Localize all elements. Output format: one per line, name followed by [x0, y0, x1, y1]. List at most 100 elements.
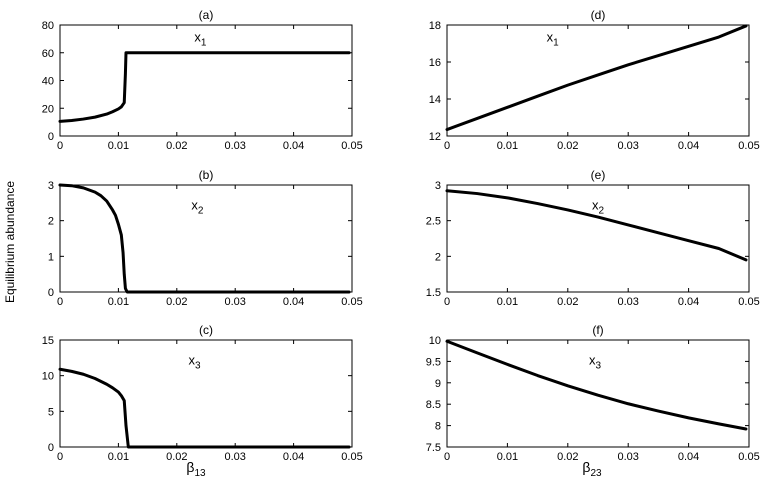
- x-tick-label: 0.05: [738, 451, 759, 463]
- x-tick-label: 0.01: [497, 451, 518, 463]
- x-tick-label: 0: [57, 451, 63, 463]
- y-tick-label: 2: [435, 251, 441, 263]
- series-annotation-sub: 3: [595, 361, 601, 372]
- x-tick-label: 0.04: [678, 451, 699, 463]
- y-tick-label: 0: [48, 442, 54, 454]
- x-tick-label: 0.04: [283, 451, 304, 463]
- y-axis-label: Equilibrium abundance: [3, 181, 17, 303]
- y-tick-label: 14: [429, 94, 441, 106]
- x-tick-label: 0.01: [108, 296, 129, 308]
- panel-title: (c): [199, 323, 213, 337]
- x-tick-label: 0: [444, 296, 450, 308]
- x-tick-label: 0.01: [497, 140, 518, 152]
- series-annotation: x2: [592, 198, 605, 217]
- plot-frame: [446, 184, 750, 293]
- y-tick-label: 18: [429, 20, 441, 32]
- x-tick-label: 0.04: [283, 296, 304, 308]
- y-tick-label: 15: [42, 335, 54, 347]
- x-axis-label-right: β23: [582, 459, 602, 479]
- y-tick-label: 3: [48, 180, 54, 192]
- y-tick-label: 9: [435, 378, 441, 390]
- x-tick-label: 0: [444, 451, 450, 463]
- panel-e: 0 0.01 0.02 0.03 0.04 0.051.522.53(e)x2: [426, 168, 760, 308]
- y-tick-label: 1.5: [426, 287, 441, 299]
- x-tick-label: 0.02: [557, 140, 578, 152]
- x-tick-label: 0.02: [166, 296, 187, 308]
- y-tick-label: 0: [48, 287, 54, 299]
- x-tick-label: 0.02: [557, 451, 578, 463]
- series-line: [58, 183, 351, 294]
- y-tick-label: 1: [48, 251, 54, 263]
- y-tick-label: 2.5: [426, 216, 441, 228]
- series-annotation-main: x: [188, 353, 195, 368]
- x-tick-label: 0: [57, 140, 63, 152]
- y-tick-label: 60: [42, 48, 54, 60]
- y-tick-label: 40: [42, 76, 54, 88]
- panel-title: (f): [592, 323, 603, 337]
- y-tick-label: 3: [435, 180, 441, 192]
- x-tick-label: 0.02: [557, 296, 578, 308]
- series-annotation-sub: 2: [198, 206, 204, 217]
- series-line: [445, 24, 748, 132]
- panel-a: 0 0.01 0.02 0.03 0.04 0.05 0 20 40 60 80 (a) x1: [42, 8, 363, 152]
- x-tick-label: 0.05: [341, 296, 362, 308]
- y-tick-label: 7.5: [426, 442, 441, 454]
- x-axis-label-left-main: β: [186, 459, 194, 475]
- series-annotation: x1: [547, 30, 560, 49]
- y-tick-label: 8.5: [426, 399, 441, 411]
- y-tick-label: 20: [42, 103, 54, 115]
- panel-title: (e): [591, 168, 606, 182]
- x-axis-label-left: β13: [186, 459, 206, 479]
- panel-title: (b): [199, 168, 214, 182]
- series-annotation-sub: 3: [195, 361, 201, 372]
- y-tick-label: 9.5: [426, 356, 441, 368]
- series-line: [58, 367, 351, 449]
- y-tick-label: 2: [48, 216, 54, 228]
- x-axis-label-right-main: β: [582, 459, 590, 475]
- x-tick-label: 0: [444, 140, 450, 152]
- x-tick-label: 0.05: [738, 140, 759, 152]
- y-tick-label: 10: [42, 371, 54, 383]
- x-tick-label: 0.01: [497, 296, 518, 308]
- x-tick-label: 0.04: [283, 140, 304, 152]
- series-annotation-main: x: [592, 198, 599, 213]
- series-line: [58, 51, 351, 123]
- x-tick-label: 0: [57, 296, 63, 308]
- x-tick-label: 0.02: [166, 140, 187, 152]
- y-tick-label: 0: [48, 131, 54, 143]
- panel-d: 0 0.01 0.02 0.03 0.04 0.05 12 14 16 18 (d) x1: [429, 8, 760, 152]
- x-tick-label: 0.01: [108, 451, 129, 463]
- series-line: [445, 339, 748, 431]
- series-annotation: x3: [188, 353, 201, 372]
- series-annotation: x1: [194, 30, 207, 49]
- x-tick-label: 0.04: [678, 296, 699, 308]
- series-annotation-main: x: [547, 30, 554, 45]
- x-tick-label: 0.05: [738, 296, 759, 308]
- y-tick-label: 5: [48, 406, 54, 418]
- series-annotation: x2: [191, 198, 204, 217]
- y-tick-label: 80: [42, 20, 54, 32]
- x-tick-label: 0.03: [224, 296, 245, 308]
- x-tick-label: 0.03: [617, 296, 638, 308]
- series-annotation-sub: 1: [553, 38, 559, 49]
- series-annotation-main: x: [191, 198, 198, 213]
- y-tick-label: 8: [435, 421, 441, 433]
- y-tick-label: 16: [429, 57, 441, 69]
- plot-frame: [59, 184, 353, 293]
- x-tick-label: 0.05: [341, 451, 362, 463]
- panel-title: (a): [199, 8, 214, 22]
- panel-c: 0 0.01 0.02 0.03 0.04 0.05 0 5 10 15 (c) x3: [42, 323, 363, 463]
- panel-title: (d): [591, 8, 606, 22]
- x-axis-label-left-sub: 13: [194, 468, 206, 479]
- series-annotation-main: x: [589, 353, 596, 368]
- series-annotation-sub: 2: [598, 206, 604, 217]
- x-tick-label: 0.05: [341, 140, 362, 152]
- x-tick-label: 0.04: [678, 140, 699, 152]
- x-tick-label: 0.03: [224, 140, 245, 152]
- series-annotation-main: x: [194, 30, 201, 45]
- series-line: [445, 189, 748, 262]
- x-axis-label-right-sub: 23: [590, 468, 602, 479]
- y-tick-label: 12: [429, 131, 441, 143]
